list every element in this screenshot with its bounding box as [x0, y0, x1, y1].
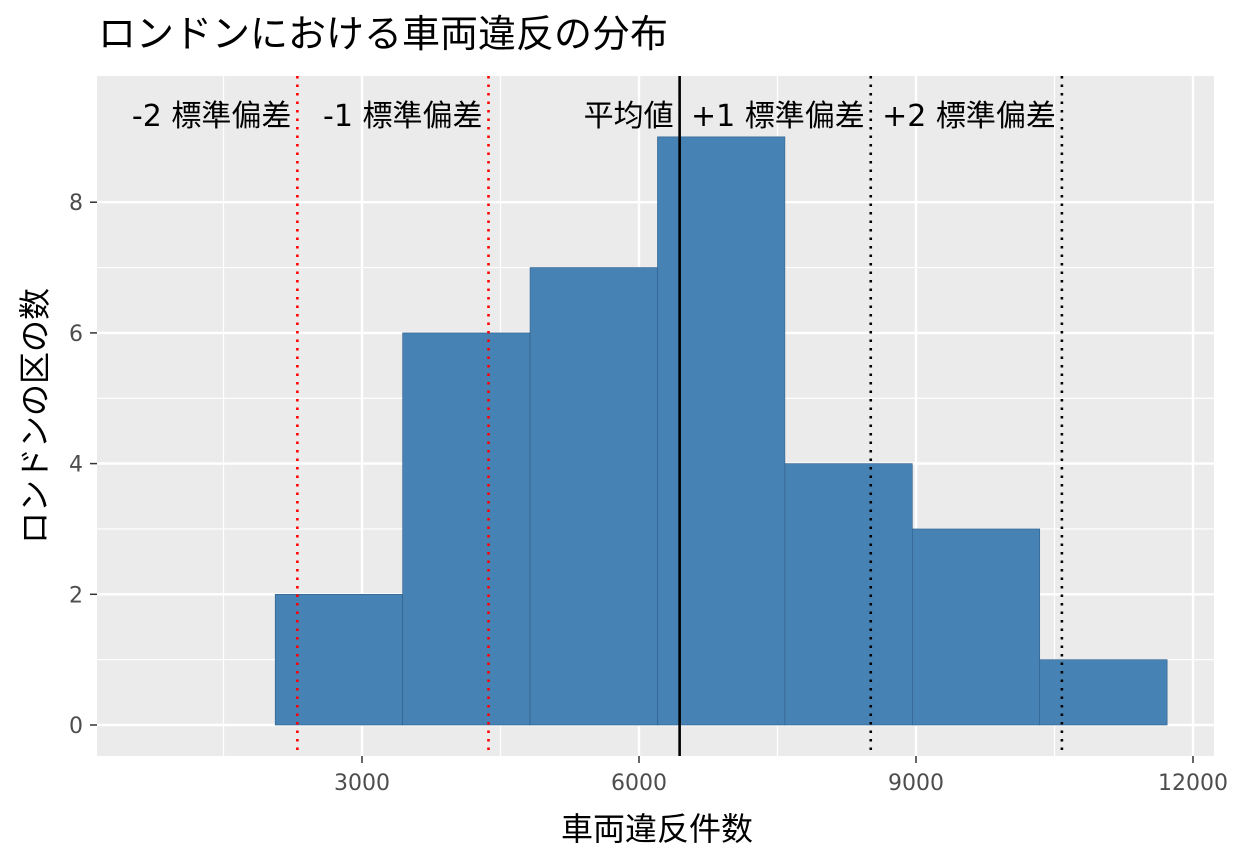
y-tick-label: 4 — [69, 453, 83, 478]
reference-lines — [296, 76, 1064, 756]
y-tick-label: 2 — [69, 583, 83, 608]
reference-label: -1 標準偏差 — [323, 99, 482, 134]
histogram-bars — [274, 136, 1168, 726]
y-tick-label: 0 — [69, 714, 83, 739]
x-tick-label: 9000 — [888, 771, 944, 796]
histogram-bar — [402, 332, 531, 726]
histogram-bar — [657, 136, 786, 726]
histogram-bar — [1039, 659, 1168, 726]
reference-label: +1 標準偏差 — [691, 99, 865, 134]
x-tick-label: 3000 — [334, 771, 390, 796]
x-tick-label: 12000 — [1158, 771, 1228, 796]
histogram-bar — [274, 593, 403, 726]
chart-title: ロンドンにおける車両違反の分布 — [98, 12, 669, 56]
reference-label: +2 標準偏差 — [882, 99, 1056, 134]
x-axis-title: 車両違反件数 — [561, 810, 753, 848]
reference-labels: -2 標準偏差 -1 標準偏差 平均値 +1 標準偏差 +2 標準偏差 — [132, 99, 1056, 134]
y-tick-label: 8 — [69, 191, 83, 216]
histogram-bar — [912, 528, 1041, 726]
y-axis: 0 2 4 6 8 — [69, 191, 97, 739]
reference-label: 平均値 — [584, 99, 674, 134]
histogram-bar — [784, 463, 913, 726]
x-tick-label: 6000 — [611, 771, 667, 796]
x-axis: 3000 6000 9000 12000 — [334, 756, 1228, 796]
y-tick-label: 6 — [69, 322, 83, 347]
reference-label: -2 標準偏差 — [132, 99, 291, 134]
y-axis-title: ロンドンの区の数 — [16, 288, 54, 544]
histogram-bar — [529, 267, 658, 726]
